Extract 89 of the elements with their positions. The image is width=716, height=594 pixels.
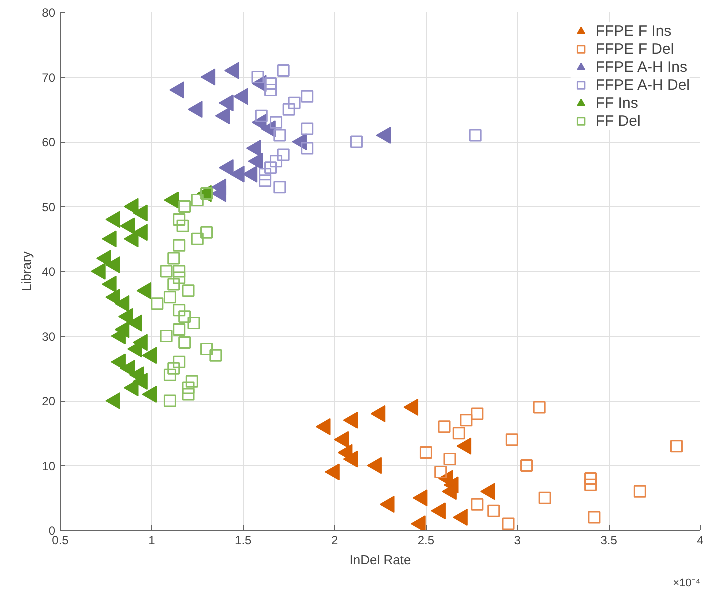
point xyxy=(584,472,598,485)
x-tick-label: 2 xyxy=(331,534,338,548)
point xyxy=(102,276,117,293)
legend-label: FFPE F Del xyxy=(596,40,674,58)
point xyxy=(520,460,534,472)
point xyxy=(438,420,451,434)
point xyxy=(367,457,382,474)
point xyxy=(502,518,515,530)
x-tick-label: 3.5 xyxy=(600,534,618,548)
point xyxy=(212,185,227,202)
point xyxy=(506,434,518,446)
point xyxy=(242,166,258,183)
point xyxy=(410,516,426,530)
y-tick-label: 40 xyxy=(42,265,56,279)
point xyxy=(133,204,148,222)
point xyxy=(670,440,683,453)
point xyxy=(142,347,158,364)
point xyxy=(412,490,428,507)
point xyxy=(224,62,240,80)
point xyxy=(164,192,179,209)
x-tick-label: 1.5 xyxy=(235,534,252,548)
y-tick-label: 60 xyxy=(42,136,56,150)
point xyxy=(488,504,500,518)
point xyxy=(334,431,350,448)
point xyxy=(350,136,363,148)
point xyxy=(420,446,432,460)
legend-label: FF Del xyxy=(596,112,641,130)
y-tick-label: 10 xyxy=(42,459,56,474)
legend-label: FFPE A-H Ins xyxy=(596,58,688,76)
point xyxy=(376,127,392,144)
point xyxy=(106,211,120,228)
legend-label: FFPE F Ins xyxy=(596,22,672,40)
x-tick-label: 1 xyxy=(148,534,156,548)
legend-label: FF Ins xyxy=(596,94,638,112)
point xyxy=(120,218,136,235)
x-tick-label: 2.5 xyxy=(418,534,435,548)
y-tick-label: 20 xyxy=(42,394,56,408)
x-tick-label: 4 xyxy=(697,534,704,548)
point xyxy=(431,502,446,520)
point xyxy=(453,509,468,526)
point xyxy=(343,450,358,468)
y-tick-label: 70 xyxy=(42,70,56,85)
point xyxy=(316,418,331,436)
point xyxy=(538,492,552,504)
point xyxy=(471,498,484,511)
point xyxy=(133,224,148,242)
legend-label: FFPE A-H Del xyxy=(596,76,690,94)
x-axis-title: InDel Rate xyxy=(350,552,412,568)
point xyxy=(343,412,358,429)
point xyxy=(404,398,419,416)
point xyxy=(200,68,216,86)
point xyxy=(218,94,234,112)
point xyxy=(444,453,456,466)
point xyxy=(370,405,386,422)
point xyxy=(456,438,472,455)
point xyxy=(106,256,120,274)
point xyxy=(588,511,601,524)
point xyxy=(218,159,234,176)
point xyxy=(434,466,448,478)
point xyxy=(325,464,340,481)
text: ×10⁻⁴ xyxy=(673,578,701,590)
point xyxy=(469,129,482,142)
point xyxy=(90,263,106,280)
point xyxy=(584,478,598,492)
x-tick-label: 0.5 xyxy=(52,534,70,548)
y-tick-label: 50 xyxy=(42,200,56,214)
point xyxy=(230,166,245,183)
point xyxy=(136,282,152,300)
point xyxy=(380,496,395,514)
y-axis-title: Library xyxy=(19,251,34,292)
y-tick-label: 80 xyxy=(42,6,56,20)
point xyxy=(460,414,473,427)
point xyxy=(128,314,142,332)
point xyxy=(114,295,130,312)
x-tick-label: 3 xyxy=(514,534,522,548)
point xyxy=(170,82,184,99)
y-tick-label: 30 xyxy=(42,330,56,344)
point xyxy=(188,101,203,118)
point xyxy=(248,152,264,170)
point xyxy=(471,408,484,420)
point xyxy=(533,401,546,414)
point xyxy=(246,140,262,157)
point xyxy=(634,485,646,498)
point xyxy=(452,427,466,440)
point xyxy=(102,230,117,248)
point xyxy=(215,108,230,125)
point xyxy=(142,386,158,404)
point xyxy=(234,88,248,106)
point xyxy=(106,392,120,410)
